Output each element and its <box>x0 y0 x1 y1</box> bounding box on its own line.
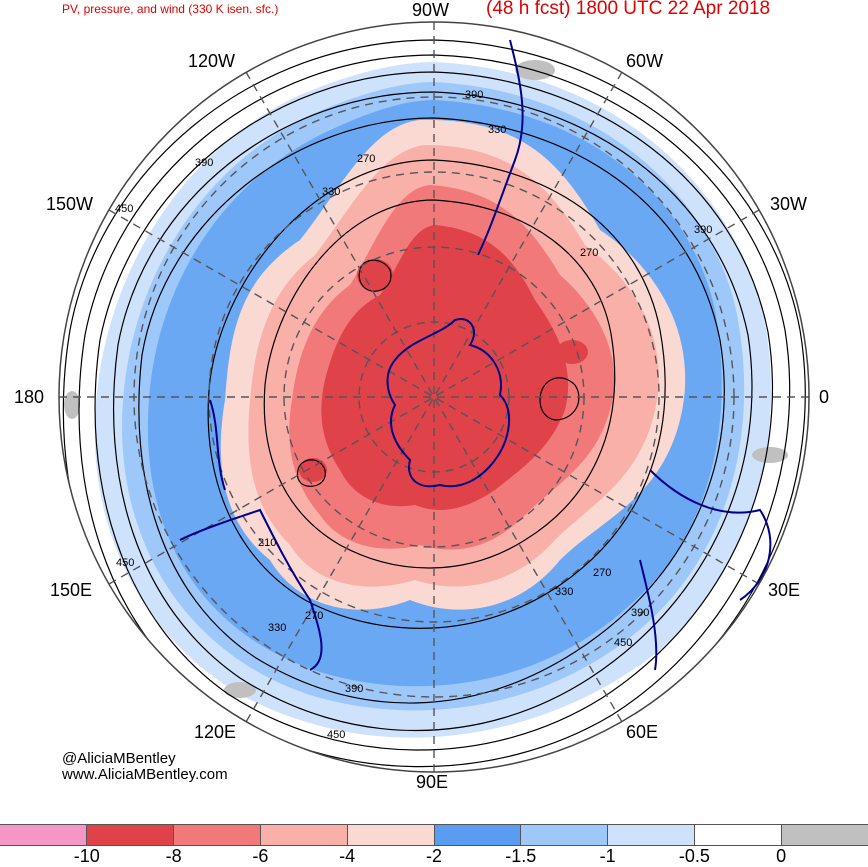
credit-site: www.AliciaMBentley.com <box>62 766 228 783</box>
contour-label: 330 <box>322 186 340 198</box>
colorbar-tick-label: -2 <box>425 846 443 866</box>
colorbar-swatch <box>86 825 174 845</box>
colorbar-swatch <box>173 825 261 845</box>
contour-label: 330 <box>268 622 286 634</box>
lon-label-90w: 90W <box>412 0 450 20</box>
lon-label-60w: 60W <box>626 51 664 71</box>
contour-label: 330 <box>555 586 573 598</box>
contour-label: 450 <box>614 637 632 649</box>
colorbar-swatch <box>695 825 783 845</box>
colorbar-swatch <box>260 825 348 845</box>
contour-label: 270 <box>357 153 375 165</box>
contour-label: 270 <box>580 247 598 259</box>
lon-label-60e: 60E <box>626 722 659 742</box>
lon-label-0: 0 <box>819 387 830 407</box>
lon-label-150w: 150W <box>46 194 94 214</box>
gray-terrain <box>752 447 788 463</box>
contour-label: 450 <box>116 557 134 569</box>
forecast-title: (48 h fcst) 1800 UTC 22 Apr 2018 <box>486 0 771 19</box>
contour-label: 390 <box>465 89 483 101</box>
lon-label-150e: 150E <box>50 580 93 600</box>
colorbar-swatch <box>434 825 522 845</box>
lon-label-180: 180 <box>14 387 45 407</box>
colorbar-swatch <box>782 825 868 845</box>
polar-map: 390 330 270 330 390 450 390 270 210 450 … <box>58 21 810 773</box>
lon-label-90e: 90E <box>416 772 449 792</box>
contour-label: 390 <box>694 224 712 236</box>
contour-label: 270 <box>305 610 323 622</box>
colorbar-tick-label: -6 <box>252 846 269 866</box>
product-title: PV, pressure, and wind (330 K isen. sfc.… <box>62 2 279 16</box>
map-fill-layer <box>59 22 809 772</box>
lon-label-30e: 30E <box>768 580 801 600</box>
contour-label: 270 <box>593 567 611 579</box>
colorbar-tick-label: -10 <box>73 846 100 866</box>
credit-handle: @AliciaMBentley <box>62 750 176 767</box>
contour-labels: 390 330 270 330 390 450 390 270 210 450 … <box>115 89 712 741</box>
colorbar-swatch <box>0 825 87 845</box>
colorbar-tick-label: 0 <box>776 846 787 866</box>
colorbar-tick-label: -0.5 <box>678 846 710 866</box>
lon-label-120w: 120W <box>188 51 236 71</box>
coastlines <box>179 39 772 671</box>
colorbar-swatch <box>608 825 696 845</box>
graticule <box>59 22 809 772</box>
lon-label-30w: 30W <box>770 194 808 214</box>
gray-terrain <box>64 391 80 419</box>
colorbar-swatch <box>521 825 609 845</box>
contour-label: 450 <box>327 729 345 741</box>
colorbar-tick-label: -1 <box>599 846 616 866</box>
colorbar <box>0 824 868 846</box>
lon-label-120e: 120E <box>194 722 237 742</box>
contour-label: 210 <box>258 537 276 549</box>
pv-max-blob <box>357 259 393 291</box>
colorbar-tick-label: -1.5 <box>505 846 537 866</box>
contour-label: 330 <box>488 124 506 136</box>
contour-label: 390 <box>345 683 363 695</box>
pv-max-blob <box>299 458 327 482</box>
colorbar-tick-label: -4 <box>339 846 356 866</box>
contour-label: 390 <box>631 607 649 619</box>
gray-terrain <box>224 682 256 698</box>
map-border <box>58 21 810 773</box>
pv-max-blob <box>556 340 588 364</box>
pv-max-blob <box>510 365 546 405</box>
contour-label: 390 <box>195 157 213 169</box>
colorbar-tick-label: -8 <box>165 846 182 866</box>
colorbar-swatch <box>347 825 435 845</box>
contour-label: 450 <box>115 203 133 215</box>
